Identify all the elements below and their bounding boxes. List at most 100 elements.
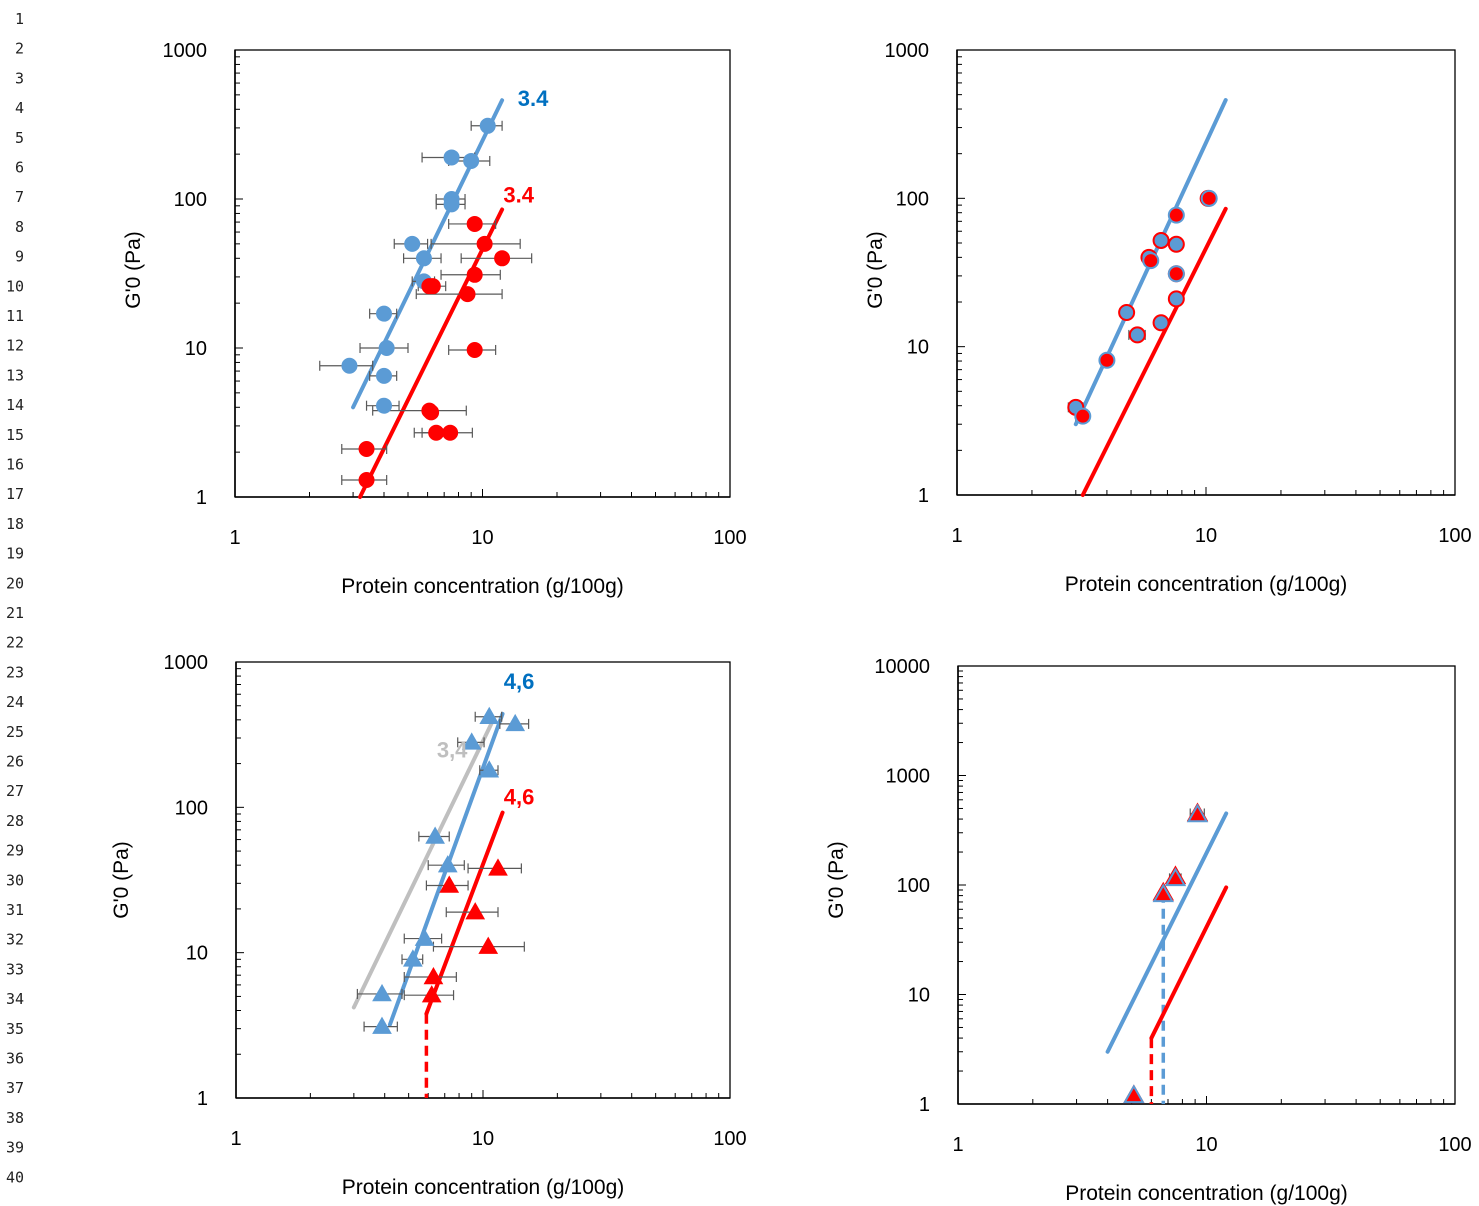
y-tick-label: 1000 (886, 766, 931, 788)
red-data-point (1142, 252, 1160, 270)
y-tick-label: 1000 (163, 40, 208, 62)
y-tick-label: 100 (174, 189, 207, 211)
blue-data-point (402, 949, 423, 967)
x-axis-title: Protein concentration (g/100g) (1065, 1182, 1348, 1205)
red-data-point (466, 266, 483, 283)
red-data-point (466, 215, 483, 232)
y-axis-title: G'0 (Pa) (864, 231, 887, 309)
blue-data-point (376, 367, 393, 384)
line-number: 8 (15, 218, 24, 236)
line-numbers: 1234567891011121314151617181920212223242… (6, 10, 24, 1186)
red-data-point (442, 424, 459, 441)
red-data-point (421, 985, 442, 1003)
red-data-point (423, 967, 444, 985)
blue-data-point (376, 397, 393, 414)
x-tick-label: 1 (229, 527, 240, 549)
blue-data-point (1152, 231, 1170, 249)
plot-area (351, 706, 530, 1098)
blue-data-point (443, 196, 460, 213)
line-number: 21 (6, 604, 24, 622)
line-number: 40 (6, 1168, 24, 1186)
line-number: 25 (6, 723, 24, 741)
line-number: 27 (6, 782, 24, 800)
y-tick-label: 1 (918, 485, 929, 507)
line-number: 19 (6, 545, 24, 563)
y-tick-label: 10000 (874, 656, 930, 678)
blue-data-point (372, 983, 392, 1002)
chart-bottom-left: 1 10 100 1 10 100 1000 Protein concentration (g… (110, 652, 747, 1199)
red-data-point (1098, 351, 1116, 369)
red-data-point (1074, 407, 1092, 425)
blue-data-point (1167, 290, 1185, 308)
red-data-point (1167, 206, 1185, 224)
line-number: 32 (6, 931, 24, 949)
line-number: 37 (6, 1079, 24, 1097)
y-tick-label: 1000 (164, 652, 209, 674)
x-tick-label: 100 (1438, 525, 1471, 547)
red-data-point (421, 278, 438, 295)
y-tick-label: 100 (896, 188, 929, 210)
line-number: 2 (15, 40, 24, 58)
y-tick-label: 100 (897, 875, 930, 897)
chart-top-left: 1 10 100 1 10 100 1000 Protein concentration (g… (122, 40, 747, 598)
y-tick-label: 10 (908, 985, 930, 1007)
slope-label: 3.4 (518, 86, 549, 111)
line-number: 7 (15, 188, 24, 206)
blue-data-point (414, 928, 435, 946)
line-number: 10 (6, 277, 24, 295)
line-number: 18 (6, 515, 24, 533)
y-tick-label: 1 (196, 487, 207, 509)
line-number: 20 (6, 574, 24, 592)
blue-data-point (479, 760, 500, 778)
red-data-point (1186, 803, 1209, 823)
red-data-point (358, 472, 375, 489)
blue-data-point (376, 305, 393, 322)
y-tick-label: 1000 (885, 40, 930, 62)
blue-data-point (404, 235, 421, 252)
blue-data-point (437, 855, 458, 873)
blue-data-point (378, 340, 395, 356)
red-data-point (439, 875, 460, 893)
x-tick-label: 1 (230, 1128, 241, 1150)
slope-label: 3.4 (503, 182, 534, 207)
plot-area (319, 98, 533, 499)
y-tick-label: 10 (186, 943, 208, 965)
line-number: 13 (6, 366, 24, 384)
red-data-point (494, 250, 511, 267)
y-tick-label: 10 (907, 337, 929, 359)
blue-data-point (341, 357, 358, 374)
line-number: 31 (6, 901, 24, 919)
red-fit-line (1149, 885, 1229, 1041)
x-tick-label: 1 (952, 1134, 963, 1156)
x-tick-label: 1 (951, 525, 962, 547)
red-data-point (488, 858, 508, 876)
line-number: 5 (15, 129, 24, 147)
x-tick-label: 10 (472, 1128, 494, 1150)
y-tick-label: 1 (197, 1088, 208, 1110)
line-number: 9 (15, 248, 24, 266)
slope-label: 3,4 (437, 738, 468, 763)
line-number: 12 (6, 337, 24, 355)
x-tick-label: 100 (1438, 1134, 1471, 1156)
line-number: 3 (15, 69, 24, 87)
line-number: 29 (6, 842, 24, 860)
red-data-point (466, 341, 483, 358)
line-number: 11 (6, 307, 24, 325)
y-tick-label: 10 (185, 338, 207, 360)
blue-data-point (1152, 314, 1170, 332)
line-number: 38 (6, 1109, 24, 1127)
x-tick-label: 10 (1195, 1134, 1217, 1156)
blue-data-point (443, 149, 460, 166)
x-axis-title: Protein concentration (g/100g) (1065, 573, 1348, 596)
line-number: 24 (6, 693, 24, 711)
line-number: 36 (6, 1050, 24, 1068)
red-data-point (428, 424, 445, 441)
line-number: 15 (6, 426, 24, 444)
red-data-point (459, 286, 476, 303)
blue-data-point (1167, 235, 1185, 253)
red-data-point (358, 440, 375, 457)
chart-top-right: 1 10 100 1 10 100 1000 Protein concentration (g… (864, 40, 1472, 596)
x-tick-label: 100 (713, 1128, 746, 1150)
line-number: 39 (6, 1139, 24, 1157)
blue-data-point (479, 706, 500, 725)
